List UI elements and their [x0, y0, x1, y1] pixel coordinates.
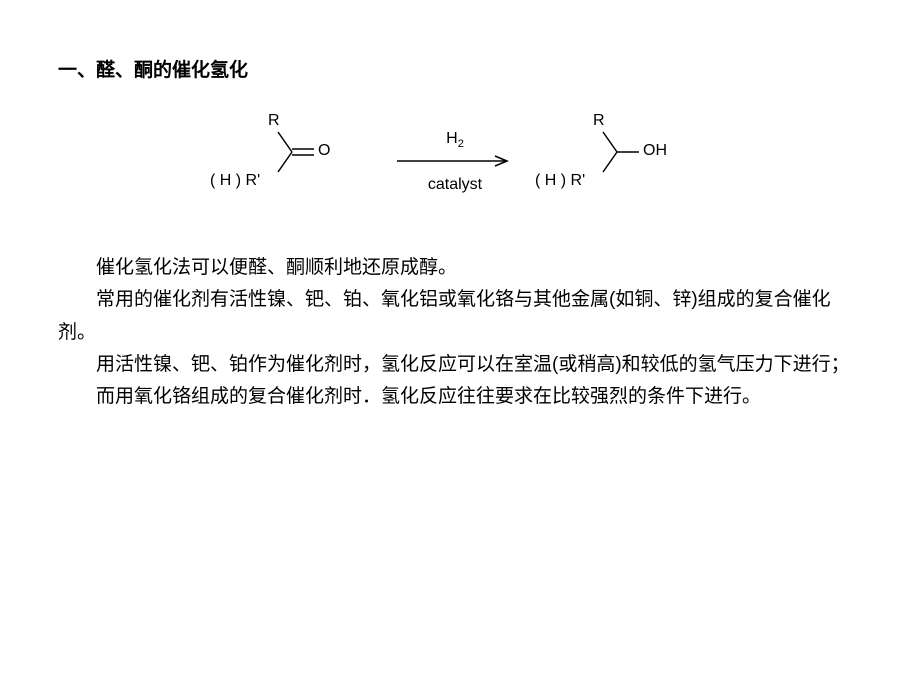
- catalyst-label: catalyst: [390, 176, 520, 194]
- paragraph-3: 用活性镍、钯、铂作为催化剂时，氢化反应可以在室温(或稍高)和较低的氢气压力下进行…: [58, 349, 862, 381]
- reagent-subscript: 2: [458, 138, 464, 150]
- product-molecule: R OH ( H ) R': [535, 112, 685, 202]
- reactant-molecule: R O ( H ) R': [210, 112, 340, 202]
- reagent-h-text: H: [446, 130, 458, 147]
- paragraph-2: 常用的催化剂有活性镍、钯、铂、氧化铝或氧化铬与其他金属(如铜、锌)组成的复合催化…: [58, 284, 862, 349]
- paragraph-1: 催化氢化法可以便醛、酮顺利地还原成醇。: [58, 252, 862, 284]
- reagent-h2-label: H2: [390, 130, 520, 150]
- hydroxyl-label: OH: [643, 142, 667, 160]
- description-text: 催化氢化法可以便醛、酮顺利地还原成醇。 常用的催化剂有活性镍、钯、铂、氧化铝或氧…: [58, 252, 862, 413]
- page-content: 一、醛、酮的催化氢化 R O ( H ) R' H2 ca: [0, 0, 920, 413]
- r-prime-label: ( H ) R': [210, 172, 260, 190]
- reaction-diagram: R O ( H ) R' H2 catalyst R: [210, 112, 710, 212]
- paragraph-4: 而用氧化铬组成的复合催化剂时．氢化反应往往要求在比较强烈的条件下进行。: [58, 381, 862, 413]
- section-title: 一、醛、酮的催化氢化: [58, 55, 862, 82]
- reaction-conditions: H2 catalyst: [390, 130, 520, 194]
- reaction-arrow-icon: [390, 154, 520, 172]
- oxygen-label: O: [318, 142, 330, 160]
- r-prime-label: ( H ) R': [535, 172, 585, 190]
